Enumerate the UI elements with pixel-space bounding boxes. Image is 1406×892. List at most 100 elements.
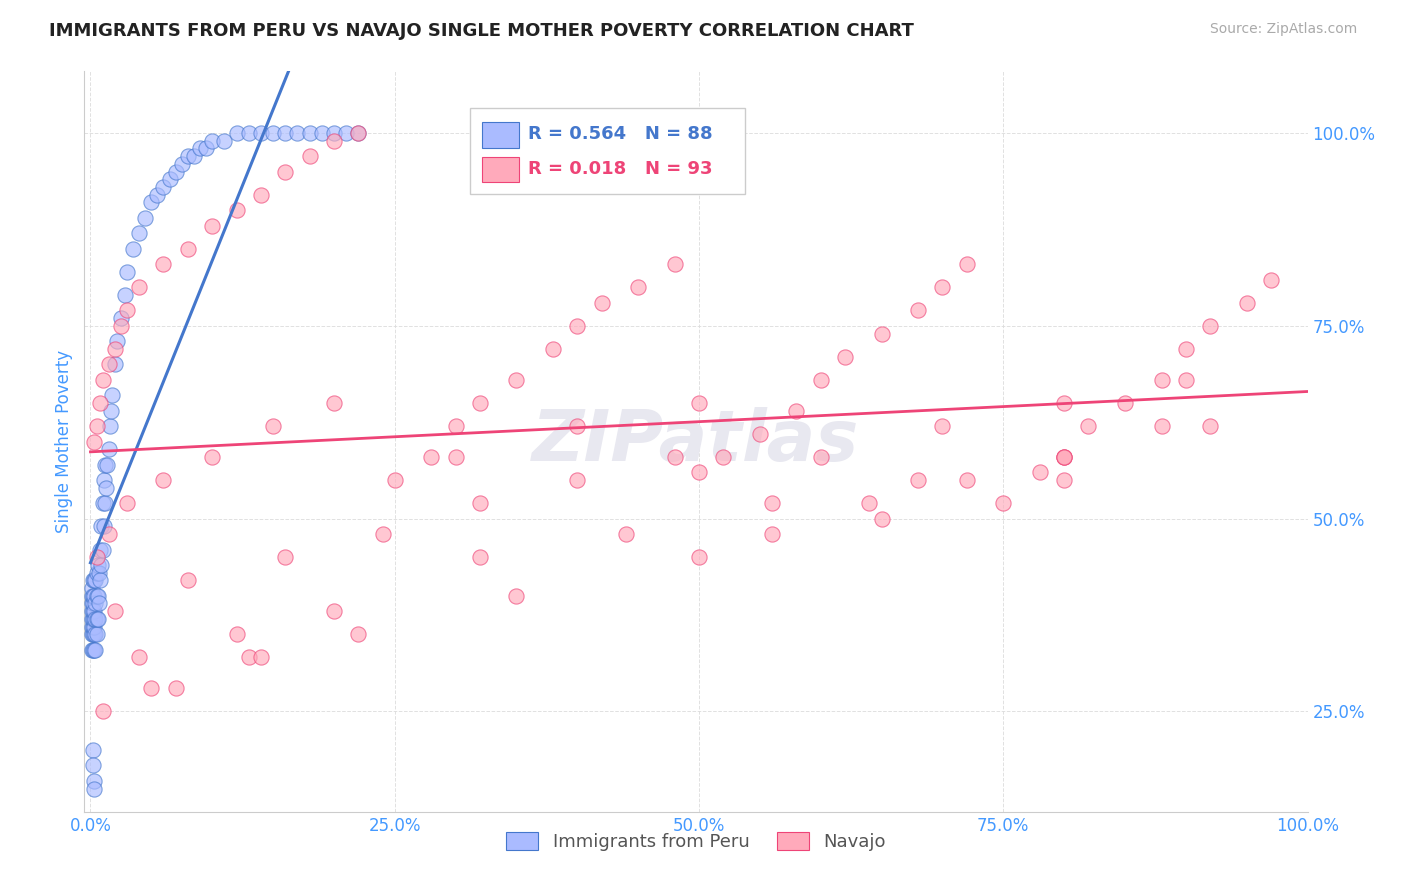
Point bbox=[83, 620, 105, 634]
Point bbox=[104, 604, 127, 618]
Point bbox=[1053, 396, 1076, 410]
FancyBboxPatch shape bbox=[482, 121, 519, 147]
Point bbox=[444, 419, 467, 434]
Point bbox=[82, 627, 104, 641]
Point bbox=[993, 496, 1015, 510]
Point bbox=[335, 126, 357, 140]
Point bbox=[322, 604, 344, 618]
Point bbox=[347, 126, 370, 140]
Point bbox=[80, 642, 103, 657]
Point bbox=[225, 627, 247, 641]
Point bbox=[83, 627, 105, 641]
Point bbox=[468, 550, 491, 565]
Point bbox=[134, 211, 156, 225]
Point bbox=[165, 681, 187, 696]
Point bbox=[250, 650, 273, 665]
Point bbox=[128, 650, 150, 665]
Point bbox=[90, 558, 112, 572]
Point bbox=[468, 396, 491, 410]
Point bbox=[115, 496, 138, 510]
Point bbox=[152, 180, 174, 194]
Point bbox=[274, 550, 297, 565]
Point bbox=[347, 627, 370, 641]
Point bbox=[84, 627, 107, 641]
Point bbox=[298, 149, 321, 163]
Point bbox=[238, 650, 260, 665]
Point bbox=[128, 227, 150, 241]
Legend: Immigrants from Peru, Navajo: Immigrants from Peru, Navajo bbox=[499, 825, 893, 858]
Point bbox=[110, 318, 132, 333]
Point bbox=[82, 758, 104, 772]
Point bbox=[748, 426, 770, 441]
Point bbox=[858, 496, 880, 510]
Point bbox=[322, 396, 344, 410]
Point bbox=[84, 612, 107, 626]
Point bbox=[89, 396, 111, 410]
Point bbox=[505, 373, 527, 387]
Point bbox=[627, 280, 650, 294]
Point bbox=[94, 496, 117, 510]
Text: R = 0.018   N = 93: R = 0.018 N = 93 bbox=[529, 160, 713, 178]
Point bbox=[91, 705, 114, 719]
Point bbox=[87, 597, 110, 611]
Point bbox=[262, 419, 284, 434]
Point bbox=[225, 126, 247, 140]
Point bbox=[83, 642, 105, 657]
Point bbox=[274, 126, 297, 140]
Point bbox=[761, 496, 783, 510]
Point bbox=[664, 257, 686, 271]
Point bbox=[420, 450, 443, 464]
Y-axis label: Single Mother Poverty: Single Mother Poverty bbox=[55, 350, 73, 533]
Point bbox=[86, 589, 108, 603]
Point bbox=[285, 126, 308, 140]
Point bbox=[86, 627, 108, 641]
Point bbox=[91, 496, 114, 510]
Point bbox=[87, 589, 110, 603]
Point bbox=[201, 134, 224, 148]
Point bbox=[97, 527, 120, 541]
Point bbox=[250, 126, 273, 140]
Point bbox=[84, 642, 107, 657]
Point bbox=[541, 342, 564, 356]
Point bbox=[468, 496, 491, 510]
Point bbox=[183, 149, 205, 163]
Point bbox=[505, 589, 527, 603]
Point bbox=[907, 303, 929, 318]
Point bbox=[1029, 466, 1052, 480]
Point bbox=[82, 743, 104, 757]
Point bbox=[122, 242, 145, 256]
Point bbox=[91, 373, 114, 387]
Text: R = 0.564   N = 88: R = 0.564 N = 88 bbox=[529, 125, 713, 144]
Point bbox=[80, 627, 103, 641]
Point bbox=[82, 620, 104, 634]
Point bbox=[225, 203, 247, 218]
Point bbox=[177, 149, 200, 163]
Point bbox=[1053, 450, 1076, 464]
Point bbox=[82, 612, 104, 626]
Point bbox=[83, 434, 105, 449]
Point bbox=[1199, 419, 1222, 434]
Point bbox=[591, 295, 613, 310]
Point bbox=[870, 511, 893, 525]
Point bbox=[274, 164, 297, 178]
Point bbox=[115, 265, 138, 279]
Point bbox=[1236, 295, 1258, 310]
Point bbox=[664, 450, 686, 464]
Point bbox=[89, 574, 111, 588]
Point bbox=[83, 589, 105, 603]
Point bbox=[80, 612, 103, 626]
Point bbox=[115, 303, 138, 318]
Point bbox=[80, 597, 103, 611]
Point bbox=[1150, 419, 1173, 434]
Point bbox=[87, 566, 110, 580]
Point bbox=[110, 311, 132, 326]
Point bbox=[1174, 373, 1197, 387]
Text: Source: ZipAtlas.com: Source: ZipAtlas.com bbox=[1209, 22, 1357, 37]
Point bbox=[165, 164, 187, 178]
Point bbox=[87, 612, 110, 626]
Point bbox=[159, 172, 181, 186]
Text: IMMIGRANTS FROM PERU VS NAVAJO SINGLE MOTHER POVERTY CORRELATION CHART: IMMIGRANTS FROM PERU VS NAVAJO SINGLE MO… bbox=[49, 22, 914, 40]
Point bbox=[1114, 396, 1136, 410]
Point bbox=[114, 288, 136, 302]
Point bbox=[87, 558, 110, 572]
